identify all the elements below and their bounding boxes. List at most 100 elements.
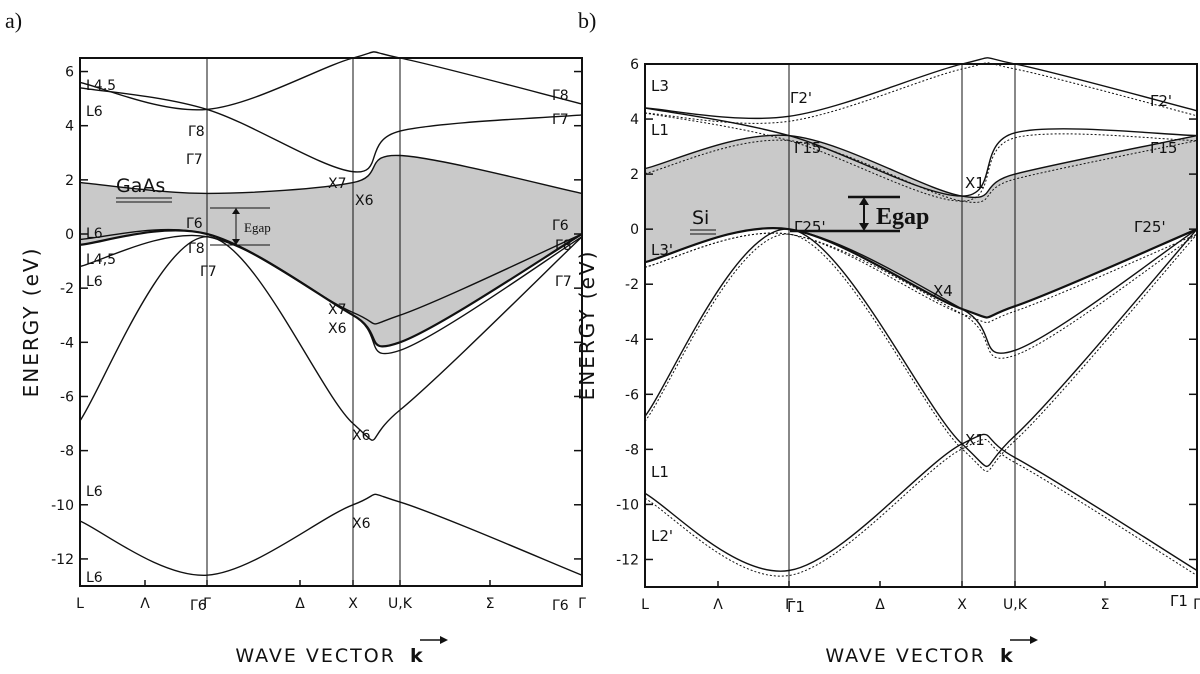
x-tick-label: Γ (578, 596, 586, 612)
symmetry-label: L6 (86, 484, 103, 500)
material-label: Si (692, 207, 709, 229)
band-curves (79, 51, 583, 576)
y-tick-label: -4 (625, 332, 639, 348)
y-tick-label: -12 (616, 552, 639, 568)
x-tick-label: Δ (875, 597, 885, 613)
symmetry-label: Γ6 (186, 216, 203, 232)
x-tick-label: X (957, 597, 967, 613)
symmetry-label: Γ7 (552, 112, 569, 128)
y-tick-label: -8 (625, 442, 639, 458)
symmetry-label: Γ6 (190, 598, 207, 614)
y-tick-label: 6 (630, 57, 639, 73)
k-arrowhead (440, 636, 448, 644)
y-ticks: 6 4 2 0 -2 -4 -6 -8 -10 -12 (616, 57, 1197, 568)
symmetry-label: Γ6 (552, 218, 569, 234)
y-tick-label: -2 (60, 281, 74, 297)
symmetry-label: X6 (328, 321, 347, 337)
symmetry-label: Γ7 (200, 264, 217, 280)
x-tick-label: U,K (1003, 597, 1028, 613)
y-tick-label: 2 (630, 167, 639, 183)
x-ticks: L Λ Γ Δ X U,K Σ Γ (76, 580, 586, 612)
y-tick-label: -6 (60, 389, 74, 405)
symmetry-label: L4,5 (86, 252, 116, 268)
symmetry-label: X7 (328, 176, 347, 192)
egap-label: Egap (876, 204, 929, 230)
egap-marker: Egap (210, 207, 271, 246)
symmetry-labels: L3 Γ2' L1 Γ15 X1 Γ25' L3' X4 X1 L1 L2' Γ1 Γ2' Γ15 Γ25'… (651, 77, 1188, 616)
y-tick-label: 2 (65, 173, 74, 189)
y-tick-label: -10 (51, 498, 74, 514)
symmetry-label: L3' (651, 241, 673, 259)
y-axis-label: ENERGY (eV) (19, 247, 43, 398)
panel-a: a) 6 4 2 0 -2 -4 -6 -8 -10 -12 L Λ Γ Δ X U,K Σ Γ ENERGY … (5, 8, 586, 667)
symmetry-label: Γ7 (186, 152, 203, 168)
x-tick-label: L (641, 597, 649, 613)
symmetry-labels: L4,5 L6 Γ8 Γ7 X7 L6 Γ6 Γ8 X6 Γ6 Γ8 L4,5 L6 Γ7 X7 X6 Γ7 L6… (86, 78, 572, 614)
symmetry-label: L6 (86, 570, 103, 586)
x-tick-label: Δ (295, 596, 305, 612)
symmetry-label: Γ2' (1150, 92, 1172, 110)
symmetry-label: Γ15 (794, 139, 821, 157)
y-tick-label: 0 (630, 222, 639, 238)
symmetry-label: X7 (328, 302, 347, 318)
band-gap-shading (645, 135, 1197, 318)
plot-frame (79, 57, 583, 587)
symmetry-label: X1 (965, 174, 985, 192)
x-tick-label: Σ (1101, 597, 1110, 613)
symmetry-label: Γ25' (1134, 218, 1166, 236)
symmetry-label: L6 (86, 274, 103, 290)
symmetry-label: Γ8 (552, 88, 569, 104)
y-tick-label: 4 (630, 112, 639, 128)
symmetry-label: Γ7 (555, 274, 572, 290)
symmetry-label: Γ25' (794, 218, 826, 236)
symmetry-label: L1 (651, 121, 669, 139)
band-curve (79, 235, 583, 441)
material-label: GaAs (116, 175, 165, 197)
y-tick-label: 0 (65, 227, 74, 243)
k-point-lines (206, 58, 401, 586)
band-curve (644, 57, 1198, 120)
x-tick-label: X (348, 596, 358, 612)
y-axis-label: ENERGY (eV) (575, 250, 599, 401)
symmetry-label: Γ8 (555, 238, 572, 254)
symmetry-label: X6 (355, 193, 374, 209)
panel-label: b) (578, 8, 596, 33)
x-tick-label: Λ (140, 596, 150, 612)
symmetry-label: L2' (651, 527, 673, 545)
band-gap-region (645, 135, 1197, 318)
x-tick-label: Γ (1193, 597, 1200, 613)
x-tick-label: Γ (785, 597, 793, 613)
band-curve (79, 493, 583, 576)
x-tick-label: Γ (203, 596, 211, 612)
band-curve (644, 433, 1198, 572)
band-curve (79, 51, 583, 111)
symmetry-label: L4,5 (86, 78, 116, 94)
symmetry-label: X4 (933, 282, 953, 300)
x-axis-label: WAVE VECTOR k (235, 645, 424, 667)
y-ticks: 6 4 2 0 -2 -4 -6 -8 -10 -12 (51, 65, 582, 568)
symmetry-label: Γ15 (1150, 139, 1177, 157)
panel-b: b) 6 4 2 0 -2 -4 -6 -8 -10 -12 L Λ Γ Δ X U,K Σ Γ ENERGY … (575, 8, 1200, 667)
x-tick-label: Λ (713, 597, 723, 613)
band-curve-calculated (644, 62, 1198, 124)
band-curve-calculated (644, 112, 1198, 202)
y-tick-label: -8 (60, 444, 74, 460)
symmetry-label: Γ2' (790, 89, 812, 107)
band-gap-shading (80, 155, 582, 347)
panel-label: a) (5, 8, 22, 33)
x-ticks: L Λ Γ Δ X U,K Σ Γ (641, 581, 1200, 613)
band-curve-calculated (644, 438, 1198, 577)
x-axis-label: WAVE VECTOR k (825, 645, 1014, 667)
k-arrowhead (1030, 636, 1038, 644)
egap-marker: Egap (790, 195, 929, 233)
x-tick-label: L (76, 596, 84, 612)
symmetry-label: L3 (651, 77, 669, 95)
band-curve (79, 87, 583, 173)
egap-label: Egap (244, 220, 271, 235)
symmetry-label: L1 (651, 463, 669, 481)
y-tick-label: -2 (625, 277, 639, 293)
y-tick-label: -12 (51, 552, 74, 568)
plot-frame (644, 63, 1198, 588)
y-tick-label: -6 (625, 387, 639, 403)
